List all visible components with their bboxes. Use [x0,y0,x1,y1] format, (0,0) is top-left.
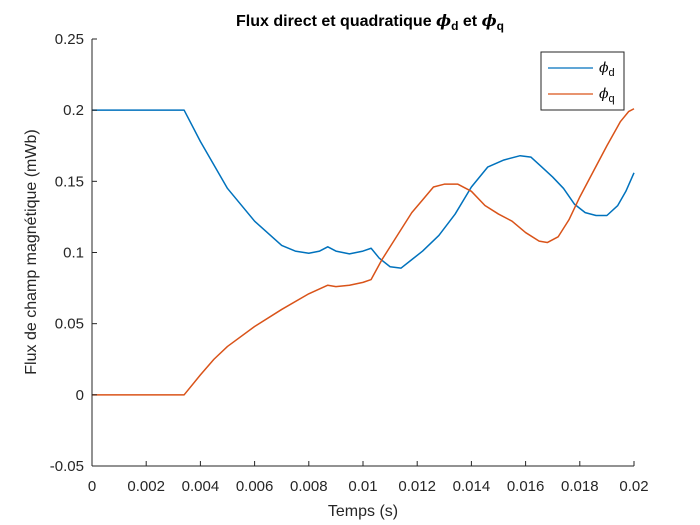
x-tick-label: 0.008 [290,478,328,495]
y-axis-label: Flux de champ magnétique (mWb) [23,129,40,374]
y-tick-label: -0.05 [50,458,84,475]
x-tick-label: 0.002 [127,478,165,495]
chart-title: Flux direct et quadratique ϕd et ϕq [236,11,504,33]
y-tick-label: 0.25 [55,31,84,48]
x-tick-label: 0.012 [398,478,436,495]
x-tick-label: 0 [88,478,96,495]
x-tick-label: 0.02 [619,478,648,495]
x-axis-label: Temps (s) [328,503,398,520]
x-tick-label: 0.016 [507,478,545,495]
x-ticks: 0 0.002 0.004 0.006 0.008 0.01 0.012 0.014 0.016… [88,461,649,495]
legend: ϕd ϕq [540,51,625,111]
y-tick-label: 0.2 [63,102,84,119]
y-tick-label: 0.05 [55,316,84,333]
chart-title-symbol-d: ϕ [436,11,451,30]
chart-title-sub-q: q [497,19,504,33]
chart-title-sub-d: d [451,19,458,33]
chart-title-prefix: Flux direct et quadratique [236,13,436,30]
legend-label-q: ϕq [599,86,615,105]
x-tick-label: 0.004 [182,478,220,495]
legend-box [540,51,625,111]
y-tick-label: 0.15 [55,173,84,190]
x-tick-label: 0.014 [453,478,491,495]
x-tick-label: 0.018 [561,478,599,495]
chart-title-conj: et [458,13,481,30]
x-tick-label: 0.01 [348,478,377,495]
series-line-q [92,108,635,396]
y-tick-label: 0.1 [63,245,84,262]
series-layer [92,108,635,396]
y-ticks: -0.05 0 0.05 0.1 0.15 0.2 0.25 [50,31,97,475]
y-tick-label: 0 [76,387,84,404]
legend-label-d: ϕd [599,60,615,79]
x-tick-label: 0.006 [236,478,274,495]
chart-title-symbol-q: ϕ [482,11,497,30]
